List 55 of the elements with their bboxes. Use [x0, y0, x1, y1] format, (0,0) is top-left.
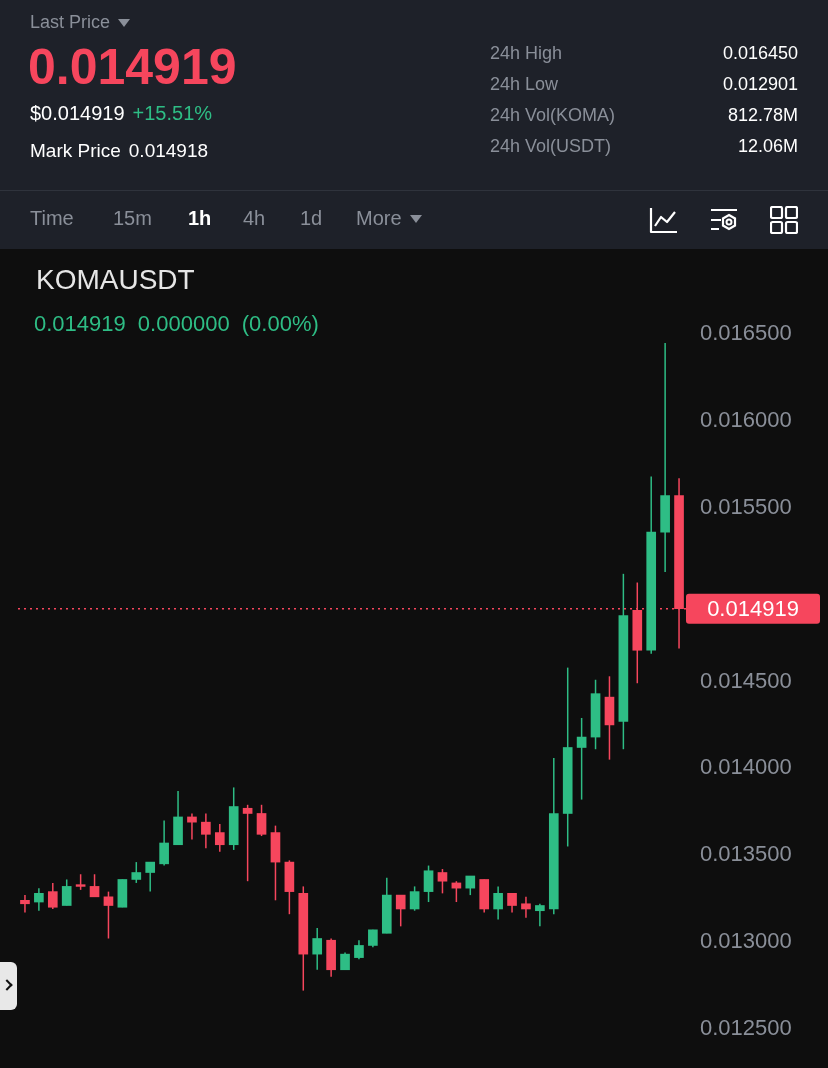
- y-tick-label: 0.015500: [700, 493, 792, 519]
- text: 0.016450: [722, 43, 798, 63]
- text: 1d: [300, 207, 323, 230]
- candlestick: [409, 885, 420, 912]
- chart-subtitle: 0.014919 0.000000 (0.00%): [34, 311, 319, 337]
- candlestick: [354, 939, 364, 961]
- candlestick: [61, 878, 72, 907]
- text: 0.014918: [128, 140, 209, 162]
- candlestick: [521, 896, 531, 919]
- text: 24h Low: [490, 74, 559, 94]
- text: More: [356, 207, 402, 230]
- candlestick: [423, 864, 434, 903]
- y-tick-label: 0.014500: [700, 667, 792, 693]
- text: 1h: [188, 207, 212, 230]
- text: Time: [30, 207, 74, 230]
- candlestick: [131, 861, 142, 884]
- text: 15m: [113, 207, 152, 230]
- candlestick: [312, 927, 323, 971]
- chart-title: KOMAUSDT: [36, 264, 195, 296]
- text: 0.014919: [28, 39, 237, 95]
- text: Last Price: [30, 12, 111, 33]
- candlestick: [395, 894, 406, 928]
- candlestick: [145, 861, 156, 893]
- ref-line-label: 0.014919: [707, 595, 799, 621]
- text: 812.78M: [727, 105, 798, 125]
- text: Mark Price: [30, 140, 121, 162]
- y-tick-label: 0.012500: [700, 1014, 792, 1040]
- text: 12.06M: [737, 136, 798, 156]
- text: 24h Vol(USDT): [490, 136, 612, 156]
- candlestick: [159, 819, 169, 867]
- candlestick: [214, 823, 225, 853]
- candlestick: [201, 812, 211, 849]
- text: 24h High: [490, 43, 563, 63]
- y-tick-label: 0.013500: [700, 841, 792, 867]
- candlestick: [256, 804, 267, 837]
- text: 0.012901: [722, 74, 798, 94]
- candlestick: [89, 873, 100, 898]
- y-tick-label: 0.014000: [700, 754, 792, 780]
- candlestick: [242, 804, 253, 882]
- text: +15.51%: [132, 102, 213, 124]
- candlestick: [507, 892, 517, 914]
- y-tick-label: 0.016500: [700, 320, 792, 346]
- candlestick: [535, 903, 545, 928]
- y-tick-label: 0.013000: [700, 928, 792, 954]
- y-tick-label: 0.016000: [700, 407, 792, 433]
- candlestick: [47, 882, 58, 910]
- candlestick: [576, 717, 587, 801]
- candlestick: [103, 890, 114, 940]
- candlestick: [34, 887, 44, 912]
- text: 24h Vol(KOMA): [490, 105, 616, 125]
- candlestick: [493, 885, 503, 921]
- candlestick: [20, 894, 30, 914]
- candlestick: [437, 868, 448, 895]
- text: $0.014919: [30, 102, 125, 124]
- text: 4h: [243, 207, 266, 230]
